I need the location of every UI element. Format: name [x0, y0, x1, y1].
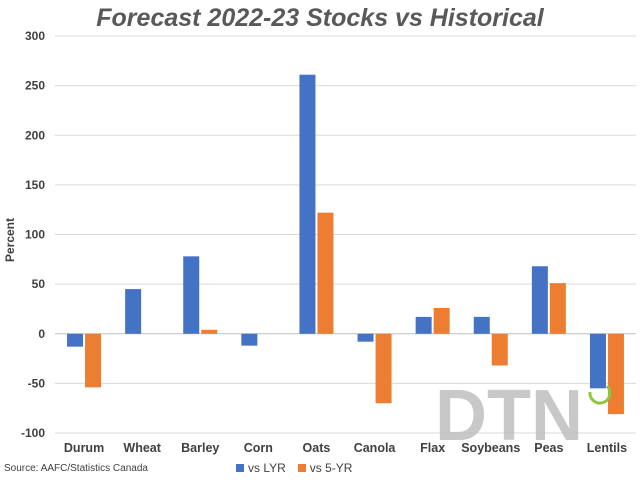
- y-tick-label: 50: [32, 277, 46, 291]
- bar-5yr-durum: [85, 333, 102, 388]
- category-label: Barley: [181, 441, 219, 455]
- gridlines: [55, 35, 636, 434]
- bar-lyr-lentils: [589, 333, 606, 389]
- legend-swatch-5yr: [297, 464, 306, 472]
- category-label: Oats: [303, 441, 331, 455]
- bar-lyr-canola: [357, 333, 374, 342]
- bar-5yr-canola: [375, 333, 392, 404]
- dtn-logo-accent-icon: [588, 384, 612, 405]
- category-label: Peas: [534, 441, 563, 455]
- y-tick-label: 100: [25, 228, 45, 242]
- bar-lyr-wheat: [125, 289, 142, 334]
- bar-5yr-flax: [433, 307, 450, 334]
- dtn-logo-text: DTN: [435, 378, 583, 448]
- category-label: Flax: [420, 441, 445, 455]
- legend-swatch-lyr: [236, 464, 244, 472]
- bar-5yr-lentils: [607, 333, 624, 415]
- bar-5yr-oats: [317, 212, 334, 334]
- bar-lyr-barley: [183, 256, 200, 334]
- y-tick-labels: -100 -50 0 50 100 150 200 250 300: [21, 29, 45, 440]
- y-tick-label: -50: [28, 376, 46, 390]
- bar-lyr-oats: [299, 74, 316, 334]
- bar-lyr-durum: [67, 333, 84, 347]
- legend: vs LYR vs 5-YR: [236, 461, 352, 475]
- bar-5yr-soybeans: [491, 333, 508, 366]
- category-label: Durum: [64, 441, 104, 455]
- source-note: Source: AAFC/Statistics Canada: [4, 463, 148, 474]
- bar-lyr-corn: [241, 333, 258, 346]
- y-tick-label: 200: [25, 128, 45, 142]
- y-tick-label: 300: [25, 29, 45, 43]
- category-label: Wheat: [123, 441, 161, 455]
- bars: [67, 74, 624, 415]
- y-tick-label: 0: [38, 327, 45, 341]
- bar-5yr-peas: [549, 283, 566, 334]
- legend-label-5yr: vs 5-YR: [309, 461, 353, 475]
- y-tick-label: 250: [25, 79, 45, 93]
- chart-title: Forecast 2022-23 Stocks vs Historical: [96, 4, 544, 32]
- y-tick-label: -100: [21, 426, 45, 440]
- bar-5yr-barley: [201, 329, 218, 334]
- bar-lyr-flax: [415, 316, 432, 334]
- legend-item-lyr: vs LYR: [236, 461, 286, 475]
- category-label: Lentils: [587, 441, 627, 455]
- y-tick-label: 150: [25, 178, 45, 192]
- category-labels: Durum Wheat Barley Corn Oats Canola Flax Soybea…: [64, 441, 627, 455]
- category-label: Corn: [244, 441, 273, 455]
- dtn-logo: DTN: [435, 376, 620, 456]
- bar-lyr-soybeans: [473, 316, 490, 334]
- bar-lyr-peas: [531, 266, 548, 334]
- legend-item-5yr: vs 5-YR: [297, 461, 353, 475]
- legend-label-lyr: vs LYR: [248, 461, 286, 475]
- category-label: Soybeans: [461, 441, 520, 455]
- category-label: Canola: [354, 441, 397, 455]
- y-axis-title: Percent: [3, 218, 17, 262]
